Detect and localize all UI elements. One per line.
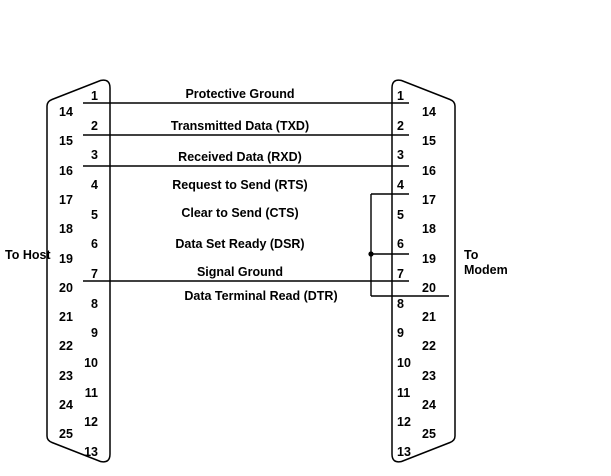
pin-number-right-13: 13 [397, 445, 411, 459]
pin-number-left-7: 7 [91, 267, 98, 281]
pin-number-right-15: 15 [422, 134, 436, 148]
pin-number-right-22: 22 [422, 339, 436, 353]
signal-label-pin-20: Data Terminal Read (DTR) [184, 289, 337, 303]
pin-number-left-23: 23 [59, 369, 73, 383]
signal-label-pin-2: Transmitted Data (TXD) [171, 119, 309, 133]
pin-number-left-6: 6 [91, 237, 98, 251]
pin-number-left-14: 14 [59, 105, 73, 119]
pin-number-left-5: 5 [91, 208, 98, 222]
pin-number-left-16: 16 [59, 164, 73, 178]
pin-number-right-24: 24 [422, 398, 436, 412]
pin-number-right-19: 19 [422, 252, 436, 266]
pin-number-right-21: 21 [422, 310, 436, 324]
pin-number-right-20: 20 [422, 281, 436, 295]
pin-number-right-1: 1 [397, 89, 404, 103]
signal-label-pin-4: Request to Send (RTS) [172, 178, 307, 192]
pin-number-right-25: 25 [422, 427, 436, 441]
pin-number-right-18: 18 [422, 222, 436, 236]
pin-number-right-5: 5 [397, 208, 404, 222]
pin-number-right-17: 17 [422, 193, 436, 207]
pin-number-right-12: 12 [397, 415, 411, 429]
pin-number-left-22: 22 [59, 339, 73, 353]
pin-number-left-9: 9 [91, 326, 98, 340]
pin-number-left-19: 19 [59, 252, 73, 266]
connector-outline-left [46, 79, 111, 463]
pin-number-left-4: 4 [91, 178, 98, 192]
pin-number-right-14: 14 [422, 105, 436, 119]
pin-number-left-12: 12 [84, 415, 98, 429]
pin-number-left-18: 18 [59, 222, 73, 236]
signal-label-pin-3: Received Data (RXD) [178, 150, 302, 164]
pin-number-left-3: 3 [91, 148, 98, 162]
pin-number-left-13: 13 [84, 445, 98, 459]
signal-label-pin-5: Clear to Send (CTS) [181, 206, 298, 220]
pin-number-left-11: 11 [85, 386, 98, 400]
pin-number-right-4: 4 [397, 178, 404, 192]
connector-outline-right [391, 79, 456, 463]
pin-number-left-20: 20 [59, 281, 73, 295]
pin-number-left-2: 2 [91, 119, 98, 133]
pin-number-right-10: 10 [397, 356, 411, 370]
signal-label-pin-1: Protective Ground [185, 87, 294, 101]
pin-number-left-15: 15 [59, 134, 73, 148]
pin-number-left-10: 10 [84, 356, 98, 370]
pin-number-left-25: 25 [59, 427, 73, 441]
pin-number-left-24: 24 [59, 398, 73, 412]
pin-number-right-11: 11 [397, 386, 410, 400]
pin-number-left-8: 8 [91, 297, 98, 311]
to-host-label: To Host [5, 248, 51, 262]
pin-number-left-21: 21 [59, 310, 73, 324]
pin-number-right-3: 3 [397, 148, 404, 162]
pin-number-left-17: 17 [59, 193, 73, 207]
pin-number-right-8: 8 [397, 297, 404, 311]
signal-label-pin-7: Signal Ground [197, 265, 283, 279]
pin-number-right-23: 23 [422, 369, 436, 383]
pin-number-right-2: 2 [397, 119, 404, 133]
signal-label-pin-6: Data Set Ready (DSR) [175, 237, 304, 251]
to-modem-label: To Modem [464, 248, 508, 277]
pin-number-right-6: 6 [397, 237, 404, 251]
pin-number-right-16: 16 [422, 164, 436, 178]
pin-number-right-9: 9 [397, 326, 404, 340]
pin-number-right-7: 7 [397, 267, 404, 281]
pin-number-left-1: 1 [91, 89, 98, 103]
